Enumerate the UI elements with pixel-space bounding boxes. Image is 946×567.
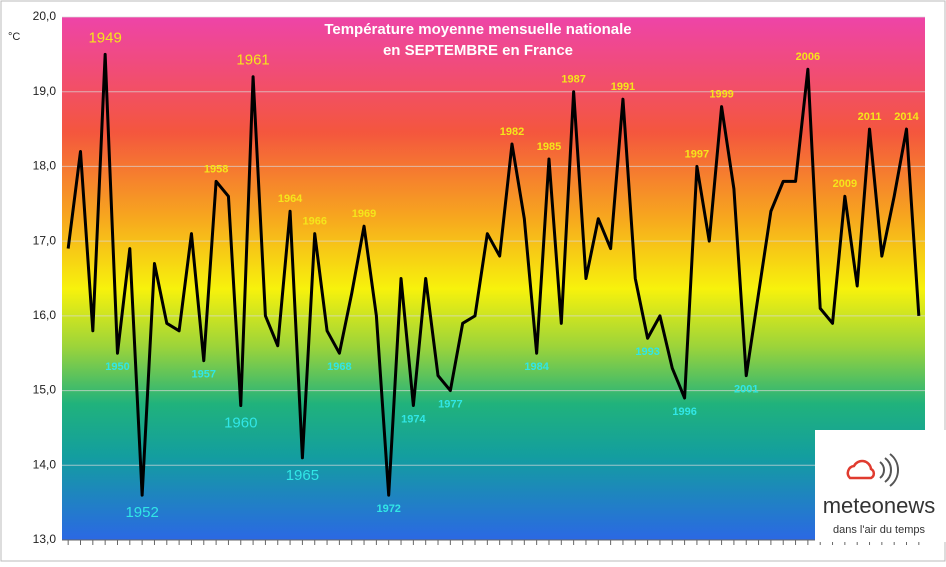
y-tick-label: 19,0 [33, 84, 57, 98]
point-label: 1984 [524, 361, 549, 373]
point-label: 1950 [105, 361, 129, 373]
point-label: 2006 [796, 51, 820, 63]
y-tick-label: 20,0 [33, 9, 57, 23]
y-tick-label: 13,0 [33, 532, 57, 546]
line [66, 52, 921, 497]
point-label: 1991 [611, 81, 635, 93]
y-tick-label: 14,0 [33, 457, 57, 471]
logo-icon [846, 459, 876, 480]
point-label: 1965 [286, 467, 319, 484]
point-label: 1974 [401, 413, 426, 425]
y-tick-label: 18,0 [33, 159, 57, 173]
point-label: 1968 [327, 361, 351, 373]
point-label: 1985 [537, 141, 561, 153]
chart-title: en SEPTEMBRE en France [383, 42, 573, 59]
point-label: 1949 [88, 29, 121, 46]
point-label: 2001 [734, 384, 758, 396]
y-tick-label: 16,0 [33, 308, 57, 322]
point-label: 1987 [561, 74, 585, 86]
point-label: 1957 [192, 369, 216, 381]
point-label: 1972 [376, 503, 400, 515]
logo-tagline: dans l'air du temps [833, 524, 925, 536]
point-label: 1982 [500, 126, 524, 138]
point-label: 1997 [685, 148, 709, 160]
point-label: 1961 [236, 52, 269, 69]
logo-waves [879, 453, 899, 487]
point-label: 1960 [224, 414, 257, 431]
point-label: 1952 [125, 504, 158, 521]
chart-title: Température moyenne mensuelle nationale [324, 21, 631, 38]
point-label: 1993 [635, 346, 659, 358]
point-label: 2011 [858, 111, 882, 123]
y-tick-label: 15,0 [33, 383, 57, 397]
y-unit: °C [8, 31, 20, 43]
point-label: 1958 [204, 163, 228, 175]
point-label: 1977 [438, 398, 462, 410]
point-label: 1964 [278, 193, 303, 205]
point-label: 1999 [709, 89, 733, 101]
y-tick-label: 17,0 [33, 233, 57, 247]
point-label: 1966 [302, 216, 326, 228]
point-label: 1969 [352, 208, 376, 220]
plot-area [62, 17, 925, 540]
logo: meteonews dans l'air du temps [815, 430, 946, 542]
point-label: 2009 [833, 178, 857, 190]
point-label: 1996 [672, 406, 696, 418]
logo-name: meteonews [823, 493, 936, 518]
logo-box [815, 430, 946, 542]
point-label: 2014 [894, 111, 919, 123]
